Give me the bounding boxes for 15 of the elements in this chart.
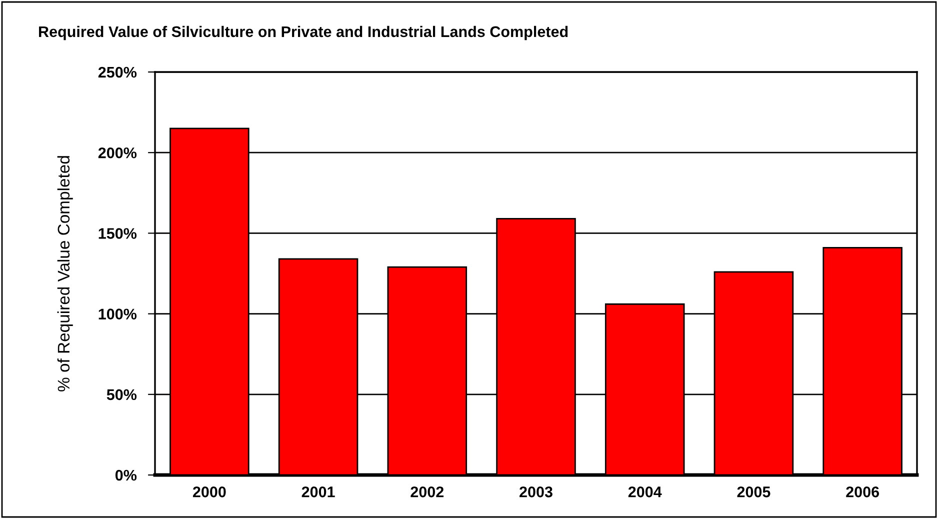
x-tick-label: 2001 bbox=[302, 486, 335, 498]
chart-title: Required Value of Silviculture on Private and Industrial Lands Completed bbox=[39, 26, 568, 40]
y-tick-label: 100% bbox=[98, 308, 137, 320]
y-tick-label: 0% bbox=[115, 470, 137, 481]
x-tick-label: 2006 bbox=[846, 486, 880, 498]
x-tick-label: 2000 bbox=[192, 486, 226, 498]
y-tick-label: 150% bbox=[98, 228, 137, 239]
x-tick-label: 2004 bbox=[628, 486, 662, 498]
y-tick-label: 50% bbox=[106, 389, 137, 400]
x-tick-label: 2005 bbox=[737, 486, 770, 498]
y-tick-label: 250% bbox=[98, 66, 137, 78]
x-tick-label: 2002 bbox=[410, 486, 444, 498]
x-tick-label: 2003 bbox=[520, 486, 552, 498]
y-tick-label: 200% bbox=[98, 147, 137, 158]
y-axis-title: % of Required Value Completed bbox=[57, 156, 73, 392]
